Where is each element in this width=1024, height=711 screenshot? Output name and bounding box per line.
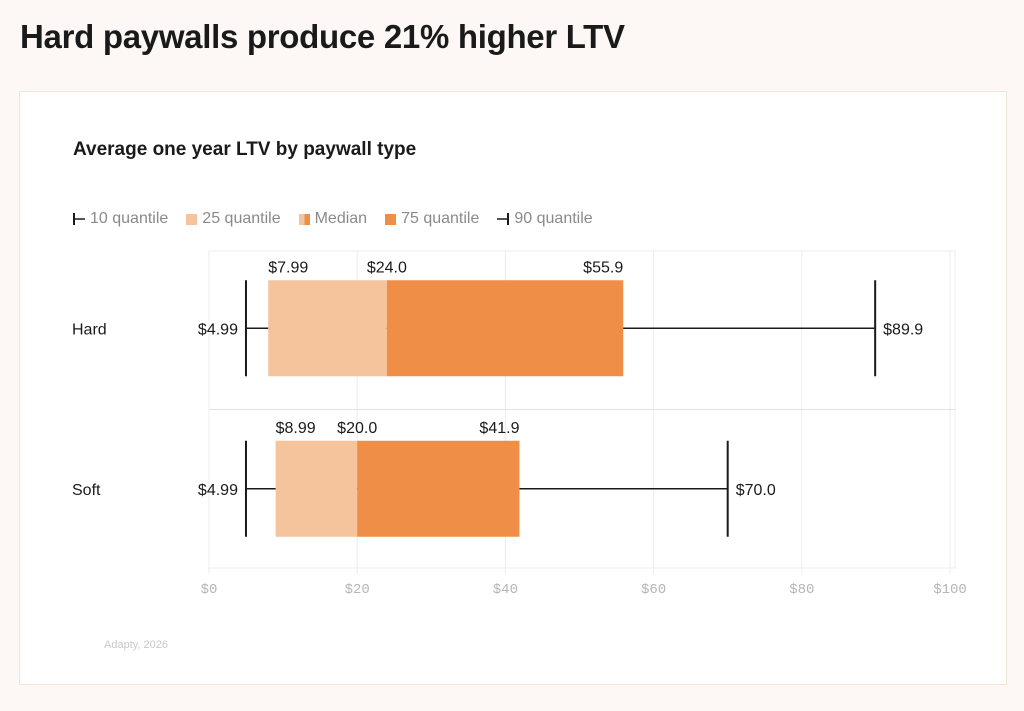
q90-label: $89.9 bbox=[883, 321, 923, 338]
q10-label: $4.99 bbox=[198, 321, 238, 338]
split-square-icon bbox=[298, 213, 310, 225]
x-tick-label: $100 bbox=[933, 582, 967, 598]
q75-label: $55.9 bbox=[583, 259, 623, 276]
whisker-right-icon bbox=[497, 213, 510, 225]
q10-label: $4.99 bbox=[198, 482, 238, 499]
chart-card: Average one year LTV by paywall type 10 … bbox=[19, 91, 1007, 685]
legend-item-q25: 25 quantile bbox=[186, 210, 281, 228]
x-tick-label: $20 bbox=[345, 582, 370, 598]
q25-label: $7.99 bbox=[268, 259, 308, 276]
chart-title: Average one year LTV by paywall type bbox=[73, 139, 417, 160]
category-label: Hard bbox=[72, 321, 107, 338]
q25-median-box bbox=[275, 440, 358, 537]
legend: 10 quantile 25 quantile Median 75 quanti… bbox=[73, 210, 593, 228]
dark-square-icon bbox=[385, 213, 397, 225]
legend-label: 75 quantile bbox=[401, 210, 480, 227]
x-tick-label: $60 bbox=[641, 582, 666, 598]
source-note: Adapty, 2026 bbox=[104, 639, 169, 651]
light-square-icon bbox=[186, 213, 198, 225]
q90-label: $70.0 bbox=[736, 482, 776, 499]
legend-label: 10 quantile bbox=[90, 210, 169, 227]
headline: Hard paywalls produce 21% higher LTV bbox=[20, 18, 625, 55]
median-q75-box bbox=[357, 440, 520, 537]
legend-label: 25 quantile bbox=[202, 210, 281, 227]
legend-item-q10: 10 quantile bbox=[73, 210, 168, 228]
legend-item-q75: 75 quantile bbox=[385, 210, 479, 228]
median-q75-box bbox=[386, 280, 624, 377]
q75-label: $41.9 bbox=[479, 420, 519, 437]
x-tick-label: $40 bbox=[493, 582, 518, 598]
legend-item-q90: 90 quantile bbox=[497, 210, 593, 228]
category-label: Soft bbox=[72, 482, 101, 499]
whisker-left-icon bbox=[73, 213, 85, 225]
legend-label: 90 quantile bbox=[514, 210, 593, 227]
x-tick-label: $80 bbox=[789, 582, 814, 598]
x-tick-label: $0 bbox=[201, 582, 218, 598]
q25-median-box bbox=[268, 280, 387, 377]
q25-label: $8.99 bbox=[276, 420, 316, 437]
legend-item-median: Median bbox=[298, 210, 368, 228]
median-label: $20.0 bbox=[337, 420, 377, 437]
legend-label: Median bbox=[314, 210, 368, 227]
median-label: $24.0 bbox=[367, 259, 407, 276]
